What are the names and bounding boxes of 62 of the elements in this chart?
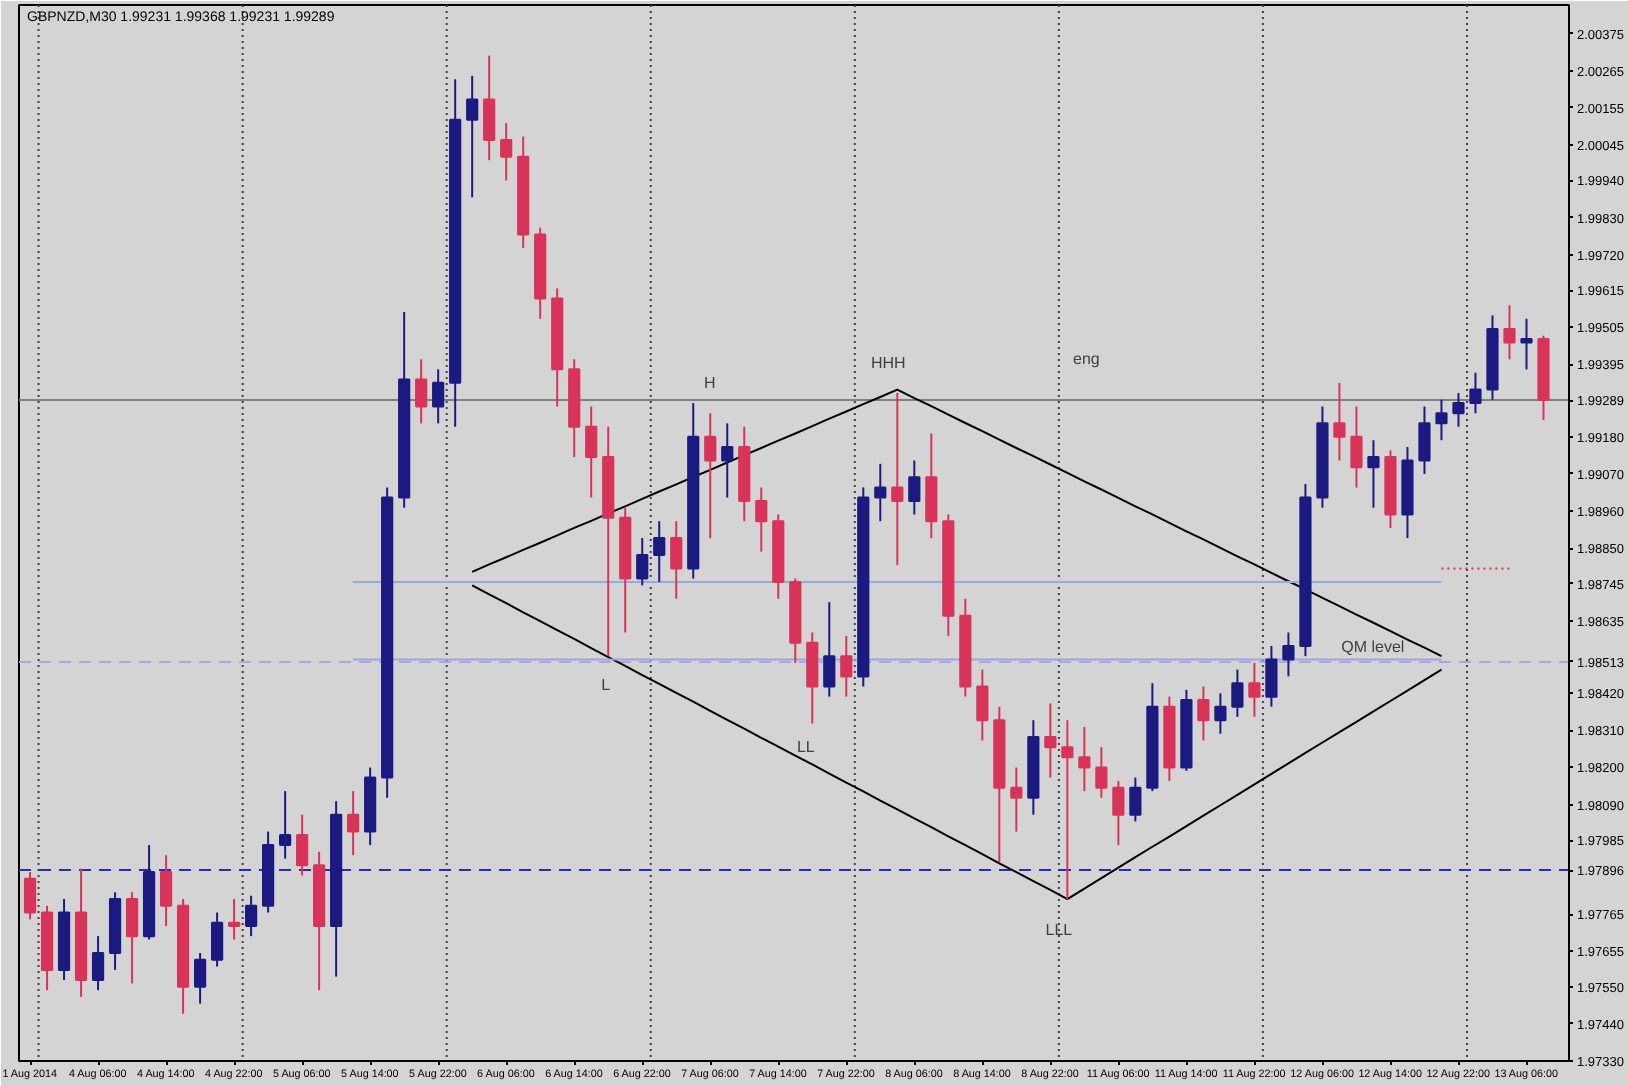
candlestick [925, 432, 938, 540]
candlestick [432, 368, 445, 425]
candlestick [159, 854, 173, 928]
candlestick [194, 952, 207, 1005]
annotation: HHH [870, 353, 907, 372]
candlestick [1282, 631, 1295, 678]
candlestick [1452, 391, 1465, 428]
candlestick [1129, 776, 1142, 823]
candlestick [1044, 702, 1057, 779]
candlestick [1112, 779, 1125, 847]
candlestick [245, 894, 258, 938]
candlestick [874, 462, 887, 523]
candlestick [1367, 439, 1380, 509]
candlestick [840, 634, 853, 698]
candlestick [1248, 661, 1261, 718]
candlestick [1061, 719, 1074, 901]
candlestick [500, 122, 513, 182]
candlestick [23, 871, 37, 921]
candlestick [1010, 766, 1023, 833]
candlestick [755, 486, 768, 553]
candlestick [908, 459, 921, 516]
candlestick [483, 54, 496, 162]
candlestick [1435, 398, 1448, 442]
candlestick [1265, 645, 1278, 708]
candlestick [670, 520, 683, 600]
candlestick [823, 601, 836, 698]
candlestick [466, 74, 479, 199]
candlestick [415, 358, 428, 425]
candlestick [1503, 304, 1516, 361]
candlestick [1214, 692, 1227, 735]
candlestick [636, 537, 649, 587]
candlestick [228, 898, 241, 941]
candlestick [211, 911, 224, 968]
candlestick [347, 790, 360, 857]
candlestick [653, 520, 666, 583]
candlestick [1469, 371, 1482, 415]
candlestick [585, 405, 598, 499]
candlestick [91, 935, 105, 992]
line-series [471, 388, 1443, 658]
annotation: LLL [1045, 921, 1074, 940]
line-series [471, 584, 1443, 901]
annotation: eng [1072, 349, 1100, 368]
candlestick [891, 391, 904, 567]
candlestick [976, 668, 989, 742]
candlestick [1078, 725, 1091, 793]
candlestick [1520, 317, 1533, 371]
candlestick [721, 422, 734, 499]
candlestick [1333, 381, 1346, 462]
candlestick [125, 891, 139, 985]
annotation: LL [796, 737, 816, 756]
candlestick [1350, 405, 1363, 489]
candlestick [1231, 668, 1244, 718]
candlestick [806, 631, 819, 725]
candlestick [1418, 405, 1431, 475]
annotation: H [703, 374, 716, 393]
candlestick [1197, 685, 1210, 742]
candlestick [704, 412, 717, 540]
candlestick [1095, 746, 1108, 799]
candlestick [279, 790, 292, 860]
annotation: L [601, 676, 612, 695]
annotation: QM level [1341, 638, 1405, 657]
candlestick [296, 813, 309, 877]
